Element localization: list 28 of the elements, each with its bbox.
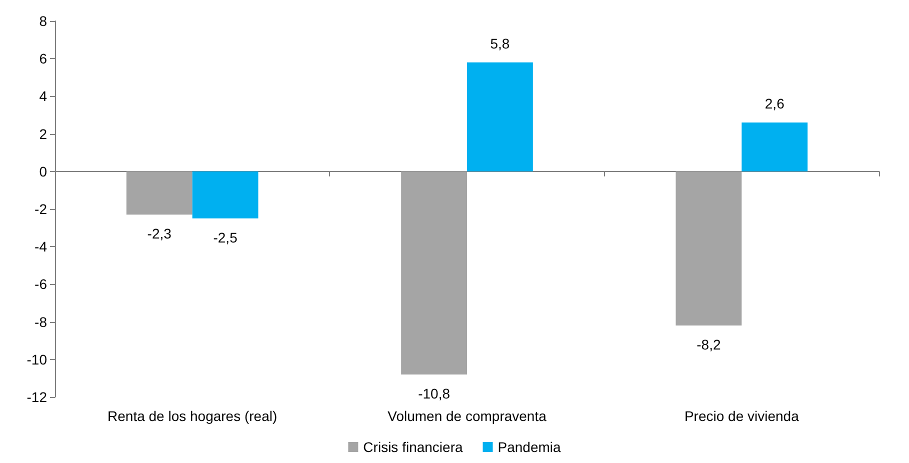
legend-label: Crisis financiera — [363, 439, 463, 455]
data-label: -2,3 — [147, 226, 172, 242]
data-label: 2,6 — [764, 96, 785, 112]
y-tick-label: 8 — [39, 13, 48, 29]
bar — [126, 171, 192, 215]
y-tick-label: -10 — [26, 351, 48, 368]
bar — [401, 171, 467, 374]
data-label: -10,8 — [418, 385, 450, 402]
bar — [676, 171, 742, 326]
y-tick-label: -12 — [26, 389, 48, 405]
y-tick-label: 6 — [39, 50, 48, 67]
bar — [467, 62, 533, 172]
x-tick-label: Precio de vivienda — [684, 408, 800, 424]
x-tick-label: Renta de los hogares (real) — [108, 408, 278, 424]
y-tick-label: -4 — [34, 238, 48, 255]
y-tick-label: 4 — [39, 88, 48, 104]
bar — [742, 122, 808, 172]
legend-label: Pandemia — [498, 439, 562, 455]
y-tick-label: 0 — [39, 163, 48, 180]
data-label: -8,2 — [696, 336, 721, 353]
y-tick-label: -2 — [34, 201, 48, 217]
y-tick-label: -6 — [34, 276, 48, 292]
y-tick-label: -8 — [34, 314, 48, 330]
x-tick-label: Volumen de compraventa — [388, 408, 547, 424]
bar — [192, 171, 258, 218]
data-label: 5,8 — [490, 35, 510, 52]
data-label: -2,5 — [213, 229, 238, 246]
y-tick-label: 2 — [39, 126, 48, 142]
